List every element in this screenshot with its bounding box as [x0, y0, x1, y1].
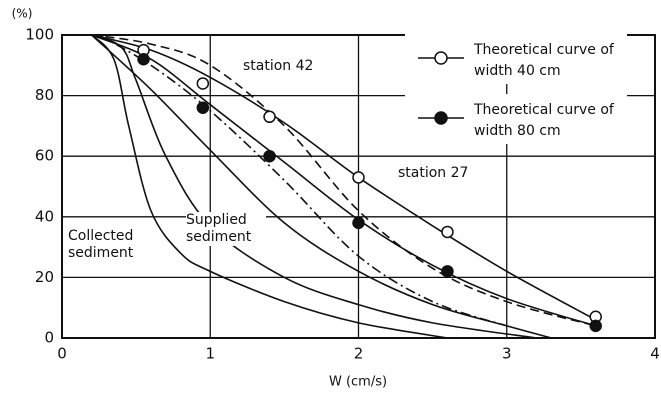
data-point [352, 216, 365, 230]
annotation: station 27 [398, 165, 469, 182]
data-point [263, 149, 276, 163]
curve [98, 34, 507, 327]
curve [91, 34, 448, 339]
curve [91, 34, 552, 339]
data-point [263, 110, 276, 124]
x-tick-label: 0 [57, 345, 67, 363]
annotation: station 42 [243, 58, 314, 75]
x-tick-label: 2 [354, 345, 364, 363]
curve [91, 34, 596, 327]
data-point [589, 319, 602, 333]
y-tick-label: 40 [35, 207, 54, 225]
y-tick-label: 20 [35, 268, 54, 286]
y-axis-label: (%) [12, 7, 33, 21]
legend-label: Theoretical curve of width 40 cm [474, 42, 614, 79]
x-tick-label: 4 [650, 345, 660, 363]
data-point [352, 171, 365, 184]
annotation: Supplied sediment [186, 212, 266, 246]
data-point [196, 77, 210, 90]
annotation: Collected sediment [68, 228, 148, 262]
data-point [196, 101, 210, 114]
legend-marker [434, 111, 448, 125]
x-tick-label: 1 [205, 345, 215, 363]
y-tick-label: 0 [44, 329, 54, 347]
y-tick-label: 100 [25, 26, 54, 44]
curve [91, 34, 596, 327]
data-point [441, 225, 454, 239]
curve [91, 34, 597, 321]
x-axis-label: W (cm/s) [329, 375, 387, 390]
legend-label: Theoretical curve of width 80 cm [474, 102, 614, 139]
y-tick-label: 60 [35, 147, 54, 165]
y-tick-label: 80 [35, 86, 54, 104]
legend-marker [434, 51, 448, 65]
data-point [137, 52, 150, 66]
x-tick-label: 3 [502, 345, 512, 363]
data-point [441, 265, 454, 278]
